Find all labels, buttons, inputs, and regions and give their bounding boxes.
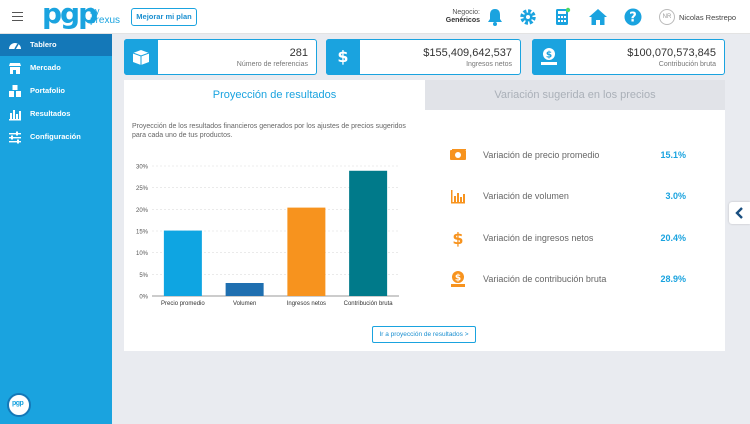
y-tick-label: 20%: [136, 208, 149, 214]
y-tick-label: 10%: [136, 251, 149, 257]
svg-text:$: $: [546, 51, 552, 61]
bar[interactable]: [349, 170, 388, 296]
sliders-icon: [9, 131, 21, 144]
x-tick-label: Volumen: [233, 301, 256, 307]
upgrade-plan-button[interactable]: Mejorar mi plan: [131, 8, 197, 26]
business-selector[interactable]: Negocio: Genéricos: [430, 9, 480, 25]
dollar-icon-wrap: $: [326, 39, 360, 75]
y-tick-label: 25%: [136, 186, 149, 192]
stat-card-contribucion: $ $100,070,573,845 Contribución bruta: [532, 39, 725, 75]
projection-panel: Proyección de los resultados financieros…: [124, 110, 725, 351]
dollar-icon: $: [337, 47, 348, 66]
stat-value: $100,070,573,845: [627, 47, 716, 59]
home-icon[interactable]: [588, 7, 608, 27]
stat-label: Número de referencias: [236, 61, 308, 68]
results-tabs: Proyección de resultados Variación suger…: [124, 80, 725, 110]
menu-icon[interactable]: [12, 12, 23, 21]
stat-card-ingresos: $ $155,409,642,537 Ingresos netos: [326, 39, 521, 75]
variation-row-ingresos: $ Variación de ingresos netos 20.4%: [444, 228, 694, 248]
bar[interactable]: [225, 283, 264, 296]
y-tick-label: 30%: [136, 165, 149, 171]
stat-value: $155,409,642,537: [423, 47, 512, 59]
stat-label: Contribución bruta: [658, 61, 716, 68]
chat-button[interactable]: pgp: [7, 393, 31, 417]
x-tick-label: Ingresos netos: [287, 301, 326, 307]
dashboard-icon: [9, 43, 21, 50]
variation-row-precio: Variación de precio promedio 15.1%: [444, 145, 694, 165]
stat-value: 281: [289, 47, 308, 59]
box-icon: [132, 50, 150, 65]
svg-text:$: $: [452, 229, 463, 248]
y-tick-label: 15%: [136, 230, 149, 236]
bar[interactable]: [163, 230, 202, 296]
dollar-icon: $: [452, 229, 463, 248]
y-tick-label: 0%: [139, 295, 148, 301]
x-tick-label: Contribución bruta: [344, 301, 394, 307]
tab-variacion[interactable]: Variación sugerida en los precios: [425, 80, 725, 110]
chevron-left-icon: [735, 207, 743, 219]
panel-description: Proyección de los resultados financieros…: [132, 123, 406, 139]
svg-text:?: ?: [629, 11, 637, 26]
money-hand-icon: $: [541, 48, 557, 65]
x-tick-label: Precio promedio: [161, 301, 205, 307]
sidebar-item-configuracion[interactable]: Configuración: [0, 126, 112, 148]
business-label: Negocio:: [452, 9, 480, 16]
results-icon: [9, 110, 21, 121]
projection-bar-chart: 0% 5% 10% 15% 20% 25% 30% Precio promedio Volume…: [136, 165, 399, 307]
stat-label: Ingresos netos: [466, 61, 512, 68]
user-name[interactable]: Nicolas Restrepo: [679, 13, 737, 22]
sidebar: Tablero Mercado Portafolio Resultados: [0, 34, 112, 424]
money-hand-icon-wrap: $: [532, 39, 566, 75]
box-icon-wrap: [124, 39, 158, 75]
portfolio-icon: [9, 85, 21, 97]
gear-icon[interactable]: [518, 7, 538, 27]
variation-row-contribucion: $ Variación de contribución bruta 28.9%: [444, 269, 694, 289]
go-to-projection-link[interactable]: Ir a proyección de resultados >: [372, 326, 476, 343]
svg-text:$: $: [337, 47, 348, 66]
market-icon: [9, 63, 21, 74]
calculator-icon[interactable]: [552, 7, 572, 27]
bell-icon[interactable]: [485, 7, 505, 27]
variation-row-volumen: Variación de volumen 3.0%: [444, 186, 694, 206]
sidebar-item-portafolio[interactable]: Portafolio: [0, 80, 112, 102]
sidebar-item-resultados[interactable]: Resultados: [0, 103, 112, 125]
help-icon[interactable]: ?: [623, 7, 643, 27]
sidebar-item-tablero[interactable]: Tablero: [0, 34, 112, 56]
stat-card-references: 281 Número de referencias: [124, 39, 317, 75]
top-header: pgp by prexus Mejorar mi plan Negocio: G…: [0, 0, 750, 34]
cash-icon: [450, 149, 466, 160]
tab-proyeccion[interactable]: Proyección de resultados: [124, 80, 425, 110]
business-value: Genéricos: [445, 17, 480, 24]
avatar[interactable]: NR: [659, 9, 675, 25]
money-hand-icon: $: [451, 271, 465, 287]
bar-chart-icon: [451, 190, 465, 204]
y-tick-label: 5%: [139, 273, 148, 279]
collapse-panel-button[interactable]: [729, 202, 750, 224]
svg-text:$: $: [455, 274, 461, 284]
sidebar-item-mercado[interactable]: Mercado: [0, 57, 112, 79]
bar[interactable]: [287, 207, 326, 296]
